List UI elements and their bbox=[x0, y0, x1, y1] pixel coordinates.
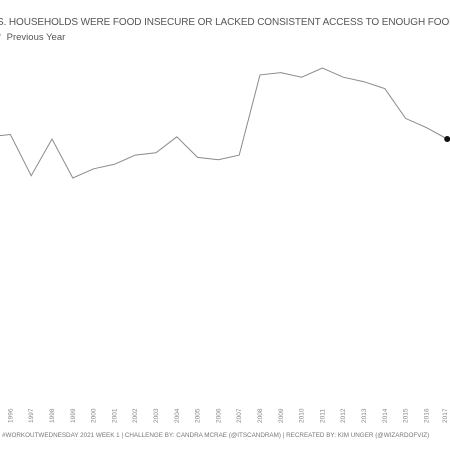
x-tick-label: 2010 bbox=[299, 408, 306, 423]
highlight-point[interactable] bbox=[444, 136, 450, 143]
x-tick-label: 2017 bbox=[442, 408, 449, 423]
chart-title: S. HOUSEHOLDS WERE FOOD INSECURE OR LACK… bbox=[0, 17, 450, 28]
x-tick-label: 2011 bbox=[319, 409, 326, 423]
series-line bbox=[0, 67, 448, 179]
x-tick-label: 2001 bbox=[111, 408, 118, 423]
x-tick-label: 2006 bbox=[215, 408, 222, 423]
x-tick-label: 2007 bbox=[236, 408, 243, 423]
x-tick-label: 2014 bbox=[382, 408, 389, 423]
legend: * Previous Year bbox=[0, 32, 65, 43]
x-tick-label: 2003 bbox=[153, 408, 160, 423]
x-tick-label: 1998 bbox=[49, 408, 56, 423]
x-tick-label: 1999 bbox=[70, 408, 77, 423]
x-tick-label: 2016 bbox=[423, 408, 430, 423]
x-tick-label: 2005 bbox=[195, 408, 202, 423]
x-tick-label: 2015 bbox=[403, 408, 410, 423]
chart-title-text: S. HOUSEHOLDS WERE FOOD INSECURE OR LACK… bbox=[0, 17, 450, 28]
x-tick-label: 2012 bbox=[340, 408, 347, 423]
legend-label: Previous Year bbox=[6, 32, 66, 43]
series-layer bbox=[0, 67, 450, 179]
x-axis-ticks: 1996 1997 1998 1999 2000 2001 2002 2003 2004 2005… bbox=[7, 408, 449, 423]
x-tick-label: 2004 bbox=[174, 408, 181, 423]
x-tick-label: 2009 bbox=[278, 408, 285, 423]
x-tick-label: 1996 bbox=[7, 408, 14, 423]
x-tick-label: 1997 bbox=[28, 408, 35, 423]
legend-swatch: * bbox=[0, 32, 4, 41]
x-tick-label: 2013 bbox=[361, 408, 368, 423]
x-tick-label: 2002 bbox=[132, 408, 139, 423]
footer-credits: #WORKOUTWEDNESDAY 2021 WEEK 1 | CHALLENG… bbox=[2, 432, 430, 439]
x-tick-label: 2008 bbox=[257, 408, 264, 423]
x-tick-label: 2000 bbox=[91, 408, 98, 423]
